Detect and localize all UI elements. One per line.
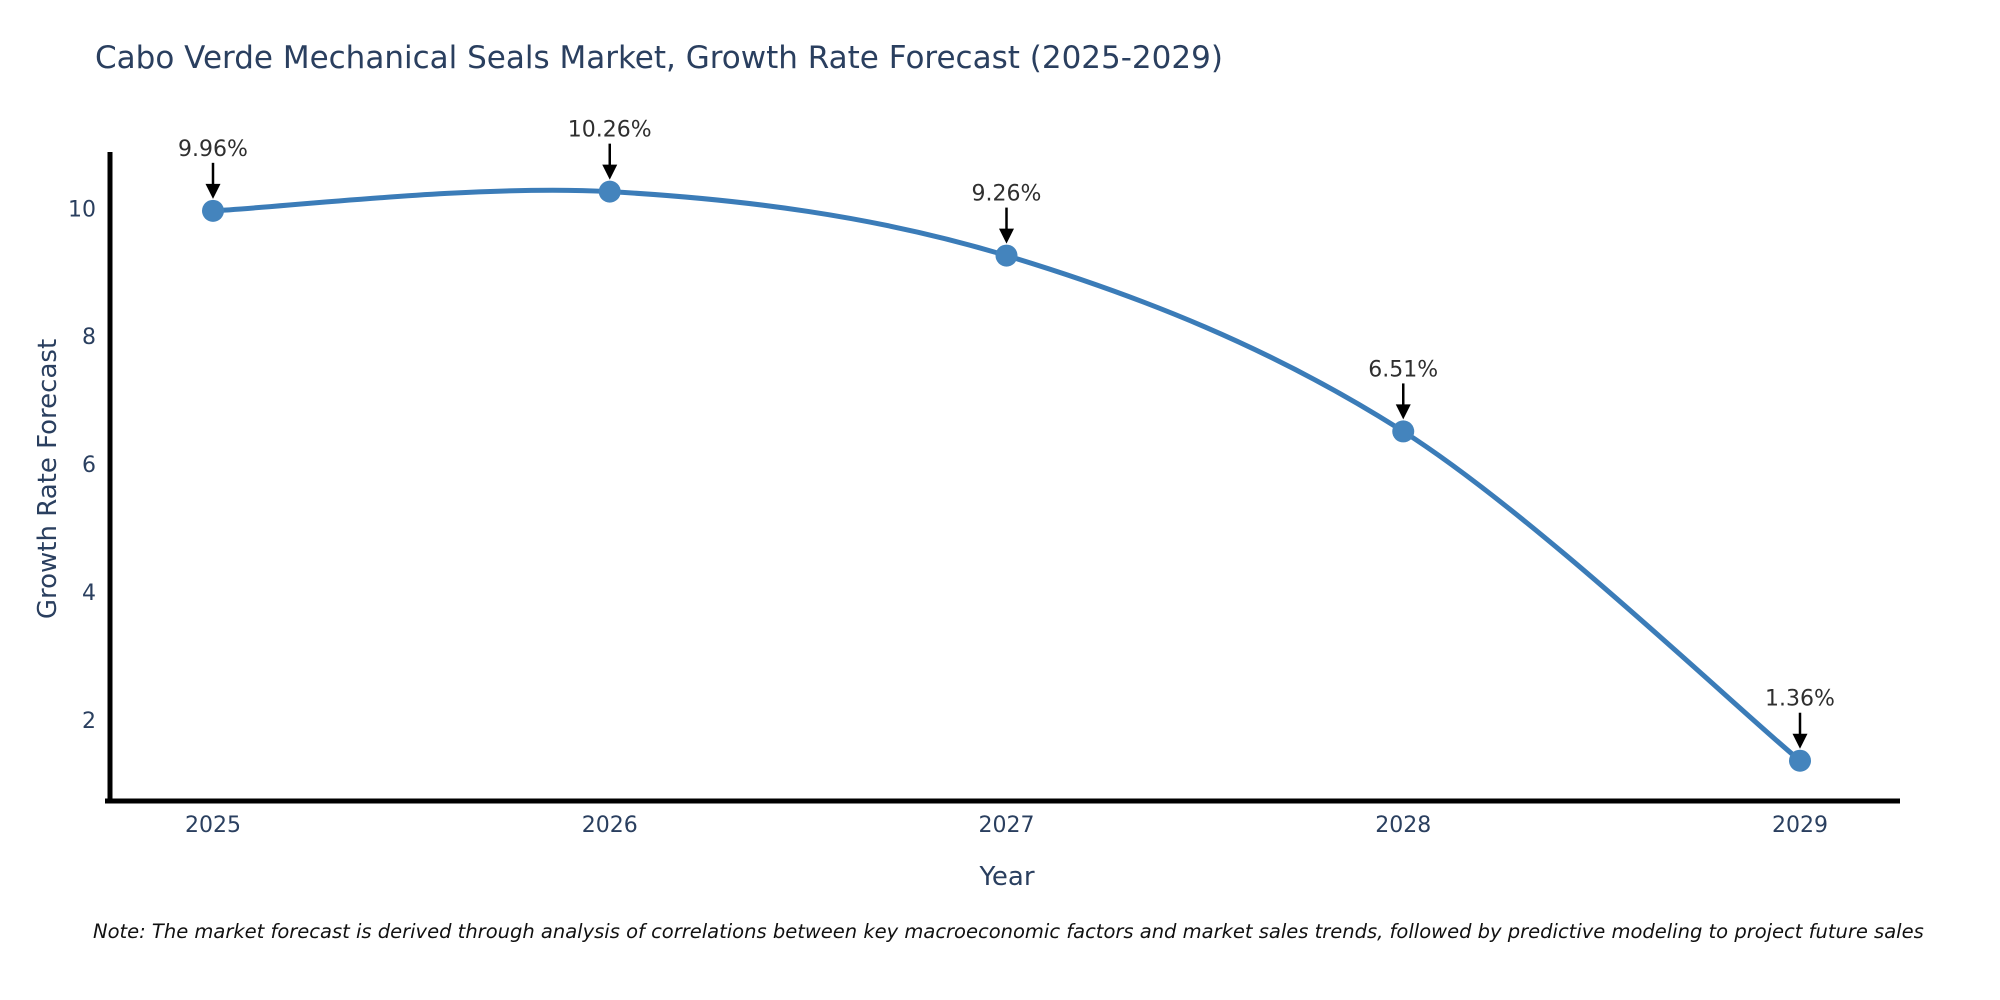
y-tick-label: 2 (82, 709, 96, 734)
data-point-marker (202, 199, 224, 222)
x-tick-label: 2028 (1375, 813, 1431, 838)
y-tick-label: 6 (82, 453, 96, 478)
chart-title: Cabo Verde Mechanical Seals Market, Grow… (95, 40, 1223, 76)
data-point-marker (1392, 420, 1415, 443)
data-point-marker (1789, 749, 1811, 772)
x-tick-label: 2026 (582, 813, 638, 838)
footnote: Note: The market forecast is derived thr… (93, 920, 1924, 943)
forecast-line (210, 187, 1803, 764)
y-tick-label: 4 (82, 581, 96, 606)
x-tick-label: 2029 (1772, 813, 1828, 838)
y-tick-label: 8 (82, 325, 96, 350)
annotation-arrow-head (1792, 733, 1808, 749)
annotation-arrow-head (602, 164, 618, 180)
data-point-label: 10.26% (568, 118, 652, 143)
x-axis-title: Year (979, 862, 1035, 892)
data-point-marker (598, 180, 621, 203)
annotation-arrow-head (999, 228, 1014, 244)
x-tick-label: 2025 (185, 813, 241, 838)
y-tick-label: 10 (68, 197, 96, 222)
data-point-label: 1.36% (1765, 687, 1835, 712)
annotation-arrow-head (205, 183, 221, 199)
annotation-arrow-head (1395, 404, 1411, 420)
x-tick-label: 2027 (979, 813, 1035, 838)
data-point-label: 9.26% (972, 182, 1042, 207)
data-point-label: 6.51% (1368, 357, 1438, 382)
data-point-marker (995, 244, 1018, 267)
data-point-label: 9.96% (178, 137, 248, 162)
